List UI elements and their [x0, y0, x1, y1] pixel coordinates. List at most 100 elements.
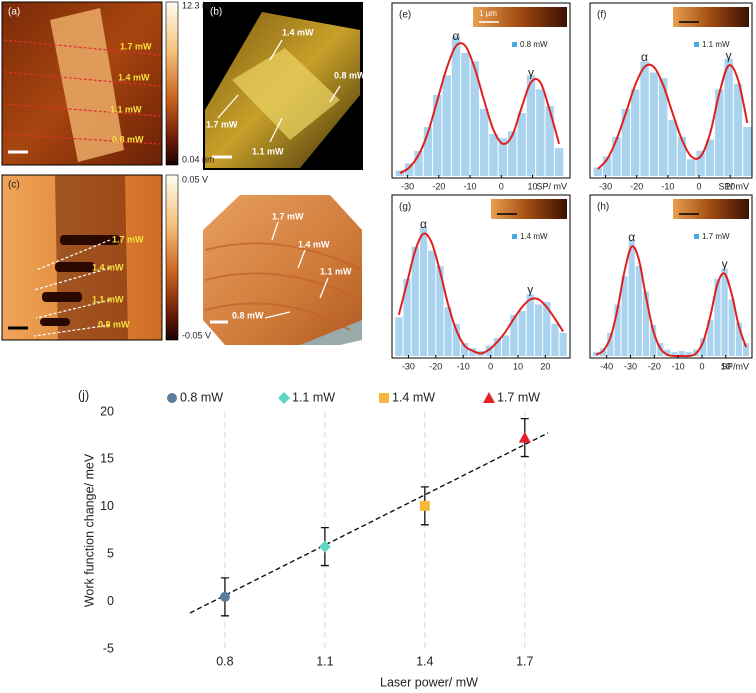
- bar: [728, 299, 735, 356]
- x-tick-label: -10: [672, 361, 685, 371]
- panel-label: (j): [78, 388, 89, 402]
- peak-label: γ: [528, 65, 534, 79]
- legend-label: 0.8 mW: [180, 390, 223, 404]
- peak-label: α: [420, 217, 427, 231]
- bar: [485, 345, 493, 356]
- x-tick-label: 0.8: [216, 654, 233, 668]
- x-tick-label: 0: [699, 361, 704, 371]
- peak-label: α: [453, 29, 460, 43]
- bar: [640, 61, 649, 176]
- bar: [668, 120, 677, 176]
- bar: [678, 350, 685, 356]
- bar: [518, 310, 526, 356]
- panel-b: [203, 2, 363, 170]
- panel-label: (a): [8, 7, 20, 18]
- bar: [502, 335, 510, 356]
- bar: [395, 317, 403, 356]
- x-tick-label: -10: [661, 181, 674, 191]
- bar: [442, 75, 451, 176]
- bar: [551, 323, 559, 356]
- bar: [721, 268, 728, 356]
- fit-curve: [597, 63, 749, 170]
- power-label: 1.7 mW: [112, 234, 144, 244]
- fit-curve: [397, 232, 564, 355]
- bar: [433, 94, 442, 176]
- x-tick-label: 10: [721, 361, 731, 371]
- x-tick-label: 1.4: [416, 654, 433, 668]
- bar: [451, 36, 461, 177]
- x-tick-label: 10: [528, 181, 538, 191]
- bar: [743, 127, 752, 176]
- bar: [428, 250, 436, 356]
- x-tick-label: 0: [499, 181, 504, 191]
- bar: [649, 72, 659, 176]
- bar: [659, 78, 668, 176]
- legend-label: 1.1 mW: [292, 390, 335, 404]
- plot-frame: [589, 194, 753, 359]
- bar: [419, 227, 428, 356]
- bar: [612, 136, 621, 176]
- x-tick-label: -30: [599, 181, 612, 191]
- y-tick-label: 10: [100, 499, 114, 513]
- bar: [642, 291, 650, 356]
- power-label: 1.4 mW: [118, 72, 150, 82]
- x-tick-label: 10: [513, 361, 523, 371]
- power-label: 1.1 mW: [110, 104, 142, 114]
- flake: [50, 8, 124, 162]
- colorbar: [165, 174, 179, 341]
- legend-label: 1.1 mW: [702, 40, 730, 49]
- y-tick-label: -5: [103, 641, 114, 655]
- legend-label: 1.4 mW: [520, 232, 548, 241]
- power-label: 1.7 mW: [272, 211, 304, 221]
- inset-image: [491, 199, 567, 219]
- bar: [607, 332, 614, 356]
- legend-swatch: [694, 234, 699, 239]
- peak-label: γ: [726, 49, 732, 63]
- y-tick-label: 20: [100, 404, 114, 418]
- legend-swatch: [694, 42, 699, 47]
- x-tick-label: 20: [540, 361, 550, 371]
- x-tick-label: 0: [488, 361, 493, 371]
- bar: [705, 139, 715, 176]
- legend-marker: [483, 392, 495, 403]
- inset-image: [673, 199, 749, 219]
- x-tick-label: -30: [402, 361, 415, 371]
- bar: [700, 337, 707, 356]
- bar: [461, 52, 470, 176]
- panel-label: (g): [399, 202, 411, 213]
- bar: [444, 307, 452, 356]
- x-axis-label: Laser power/ mW: [380, 675, 478, 689]
- flake: [232, 48, 340, 140]
- bar: [510, 314, 518, 356]
- x-tick-label: -10: [457, 361, 470, 371]
- scan-lines: [3, 39, 161, 145]
- terraces: [204, 242, 363, 331]
- bar: [498, 138, 508, 176]
- bar: [671, 352, 678, 356]
- x-tick-label: 1.7: [516, 654, 533, 668]
- power-label: 1.4 mW: [92, 262, 124, 272]
- peak-label: α: [628, 230, 635, 244]
- bar: [536, 89, 545, 176]
- peak-label: α: [641, 50, 648, 64]
- bar: [493, 337, 502, 356]
- bar: [742, 343, 750, 356]
- bar: [479, 108, 489, 176]
- x-tick-label: -20: [648, 361, 661, 371]
- fit-curve: [595, 245, 747, 358]
- bar: [469, 348, 477, 356]
- bar: [517, 113, 526, 176]
- power-label: 1.7 mW: [206, 119, 238, 129]
- power-label: 1.7 mW: [120, 41, 152, 51]
- legend-label: 1.4 mW: [392, 390, 435, 404]
- bar: [664, 349, 671, 356]
- bar: [559, 332, 567, 356]
- bar: [526, 294, 534, 356]
- panel-label: (d): [210, 200, 222, 211]
- panel-label: (h): [597, 202, 609, 213]
- corner: [300, 320, 362, 345]
- bar: [614, 304, 621, 356]
- panel-label: (f): [597, 10, 606, 21]
- bar: [436, 265, 444, 356]
